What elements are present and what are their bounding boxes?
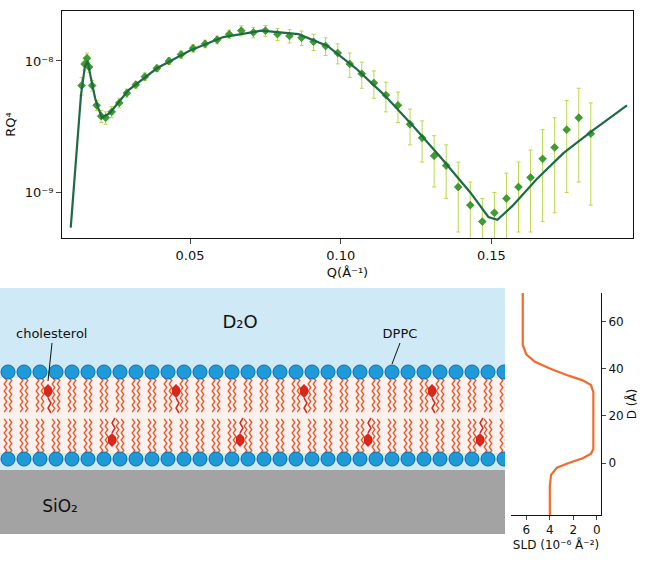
svg-text:RQ⁴: RQ⁴ <box>3 112 18 136</box>
svg-text:10⁻⁹: 10⁻⁹ <box>25 185 54 200</box>
svg-text:Q(Å⁻¹): Q(Å⁻¹) <box>327 265 368 280</box>
svg-text:0: 0 <box>593 523 601 537</box>
svg-text:2: 2 <box>570 523 578 537</box>
svg-text:0.10: 0.10 <box>326 248 355 263</box>
svg-text:60: 60 <box>608 315 623 329</box>
svg-text:0: 0 <box>608 456 616 470</box>
svg-text:cholesterol: cholesterol <box>16 326 87 341</box>
svg-text:D (Å): D (Å) <box>624 389 639 420</box>
svg-text:6: 6 <box>522 523 530 537</box>
svg-text:DPPC: DPPC <box>383 326 418 341</box>
svg-text:SiO₂: SiO₂ <box>42 496 78 516</box>
svg-text:0.15: 0.15 <box>477 248 506 263</box>
svg-text:20: 20 <box>608 409 623 423</box>
svg-text:40: 40 <box>608 362 623 376</box>
svg-text:10⁻⁸: 10⁻⁸ <box>25 54 54 69</box>
svg-text:0.05: 0.05 <box>176 248 205 263</box>
svg-text:SLD (10⁻⁶ Å⁻²): SLD (10⁻⁶ Å⁻²) <box>513 537 599 552</box>
svg-text:D₂O: D₂O <box>222 311 257 332</box>
svg-text:4: 4 <box>546 523 554 537</box>
